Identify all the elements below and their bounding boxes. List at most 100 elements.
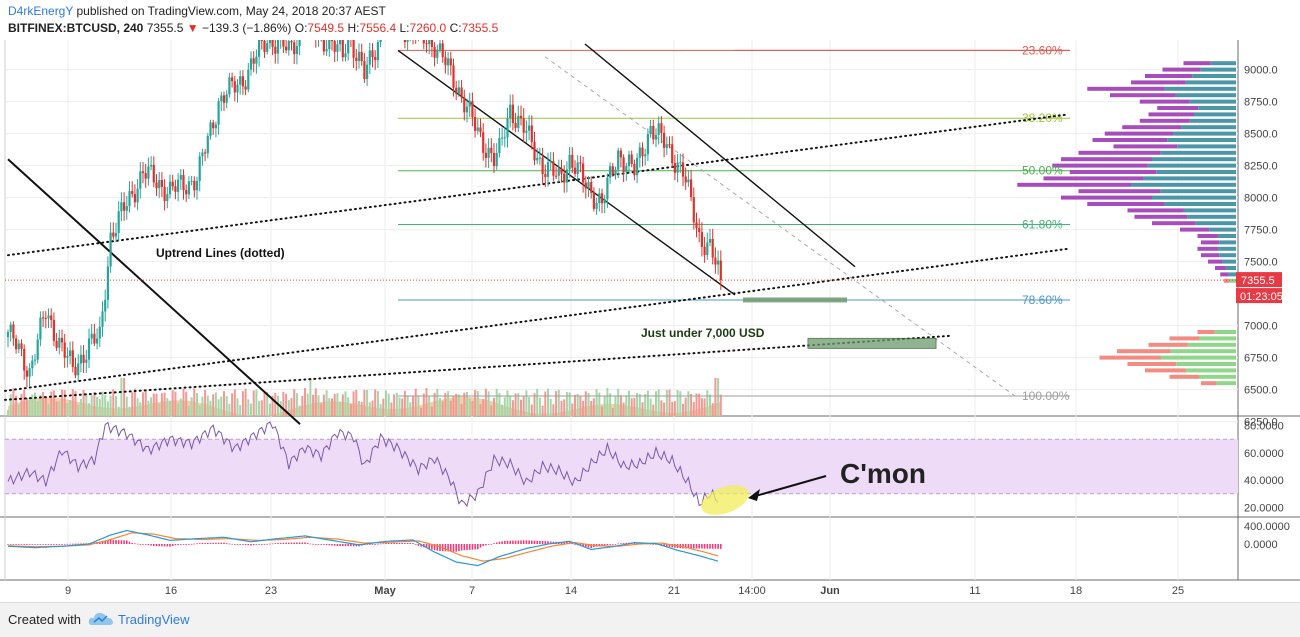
volume-bar [611, 408, 614, 416]
macd-histogram-bar [460, 544, 463, 551]
volume-bar [136, 398, 139, 416]
candle [571, 147, 574, 174]
volume-profile-bar [1192, 74, 1236, 78]
candle [438, 38, 442, 53]
volume-bar [341, 394, 344, 416]
candle [592, 187, 595, 212]
volume-profile-bar [1160, 150, 1236, 155]
candle [660, 116, 663, 144]
volume-bar [139, 402, 142, 416]
candle-body [168, 181, 172, 195]
volume-bar [484, 388, 487, 416]
candle-body [495, 152, 498, 167]
candle-body [247, 69, 250, 90]
volume-bar [169, 400, 171, 416]
candle [212, 119, 215, 135]
macd-histogram-bar [126, 540, 128, 544]
candle-body [717, 260, 720, 265]
candle [714, 247, 717, 274]
volume-bar [285, 393, 288, 416]
author-link[interactable]: D4rkEnergY [8, 4, 74, 18]
volume-bar [115, 395, 117, 416]
candle [23, 344, 26, 380]
volume-bar [61, 389, 63, 416]
macd-histogram-bar [185, 544, 187, 545]
macd-histogram-bar [428, 544, 430, 549]
candle [187, 176, 190, 199]
macd-histogram-bar [77, 543, 79, 545]
candle [552, 152, 555, 181]
macd-histogram-bar [522, 540, 525, 544]
candle-body [55, 340, 58, 348]
candle [528, 115, 531, 141]
candle [171, 174, 174, 191]
candle-body [663, 132, 666, 148]
volume-bar [717, 378, 720, 416]
macd-histogram-bar [196, 543, 198, 545]
candle-body [158, 180, 161, 189]
candle [144, 163, 147, 188]
candle-body [90, 333, 93, 339]
macd-histogram-bar [247, 544, 250, 546]
volume-profile-bar [1148, 112, 1194, 117]
volume-bar [414, 388, 417, 416]
symbol-label: BITFINEX:BTCUSD, 240 [8, 21, 144, 35]
candle-body [714, 257, 717, 265]
volume-profile-bar [1087, 86, 1165, 91]
volume-bar [252, 390, 255, 416]
candle [692, 187, 695, 230]
macd-histogram-bar [312, 543, 314, 545]
price-tick-label: 6500.0 [1244, 385, 1278, 397]
macd-histogram-bar [112, 540, 115, 544]
volume-profile-bar [1122, 125, 1182, 130]
volume-bar [576, 393, 579, 416]
candle [209, 119, 212, 140]
candle [595, 197, 598, 215]
candle [58, 329, 61, 355]
macd-histogram-bar [458, 544, 460, 552]
candle-body [106, 266, 109, 300]
volume-profile-bar [1185, 368, 1236, 373]
candle [511, 94, 514, 131]
macd-histogram-bar [609, 544, 611, 545]
volume-bar [528, 397, 531, 416]
macd-histogram-bar [711, 544, 714, 549]
candle [182, 169, 185, 200]
tradingview-brand-link[interactable]: TradingView [118, 612, 190, 627]
candle-body [506, 117, 509, 138]
volume-bar [547, 388, 549, 416]
candle-body [549, 161, 552, 163]
volume-bar [403, 390, 406, 416]
macd-histogram-bar [655, 544, 657, 545]
callout-arrow-line [751, 475, 827, 498]
channel-upper-line [584, 43, 856, 268]
candle-body [222, 95, 226, 103]
volume-bar [360, 402, 363, 416]
candle [325, 39, 328, 57]
macd-histogram-bar [468, 544, 471, 550]
candle [544, 164, 547, 188]
macd-histogram-bar [158, 544, 160, 547]
macd-histogram-bar [342, 544, 344, 547]
volume-bar [295, 393, 298, 416]
candle-body [290, 41, 293, 43]
volume-bar [587, 392, 590, 416]
macd-histogram-bar [379, 543, 382, 545]
tradingview-cloud-icon[interactable] [88, 610, 114, 628]
candle [363, 53, 366, 83]
candle [98, 316, 101, 347]
volume-bar [293, 389, 296, 416]
volume-bar [509, 395, 512, 416]
macd-histogram-bar [82, 543, 85, 545]
candle-body [206, 136, 209, 154]
volume-bar [55, 401, 58, 416]
macd-histogram-bar [198, 543, 201, 544]
volume-bar [339, 401, 342, 416]
macd-histogram-bar [703, 544, 706, 549]
candle [150, 156, 153, 171]
candle [646, 128, 649, 162]
volume-bar [344, 391, 347, 416]
volume-bar [333, 393, 336, 416]
macd-histogram-bar [474, 544, 476, 550]
macd-histogram-bar [274, 543, 277, 545]
